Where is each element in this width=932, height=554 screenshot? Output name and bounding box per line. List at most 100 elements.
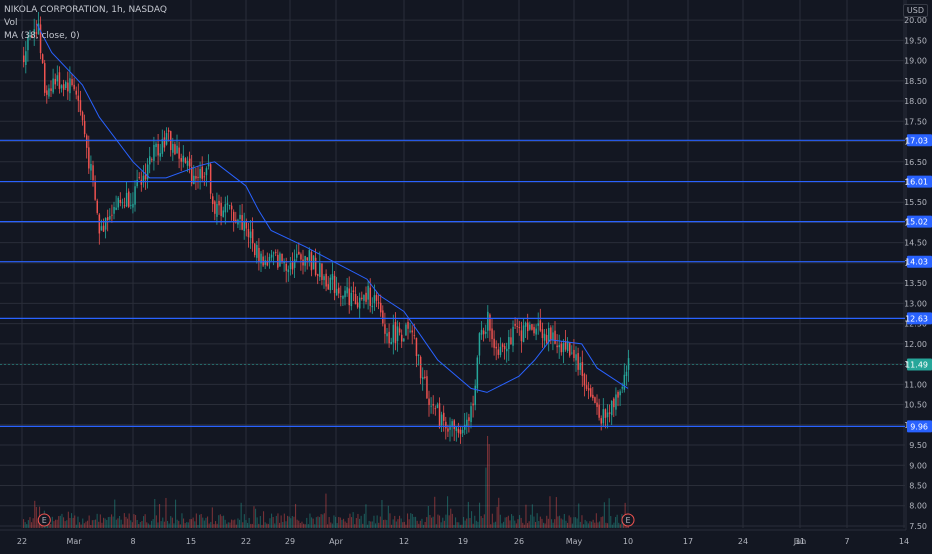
volume-bar [562,519,564,528]
candle-body [535,328,537,335]
volume-bar [435,524,437,528]
candle-body [407,321,409,329]
candle [359,292,361,319]
candle [556,334,558,354]
currency-badge[interactable]: USD [902,4,928,17]
candle [92,160,94,187]
volume-bar [319,517,321,528]
volume-bar [144,514,146,528]
candle [207,154,210,170]
volume-bar [176,519,178,528]
candle [535,324,537,341]
volume-bar [224,519,226,528]
candle-body [151,159,153,161]
candle [54,73,56,90]
candle-body [405,324,407,336]
candle [46,85,48,104]
volume-bar [563,513,565,528]
volume-bar [229,522,231,528]
volume-bar [53,521,55,528]
candle-body [67,82,69,92]
candle-body [71,79,73,85]
volume-bar [557,516,559,528]
candle-body [178,147,180,159]
volume-bar [464,520,466,528]
candle [132,192,134,214]
volume-bar [559,515,561,528]
volume-bar [387,505,389,528]
candle-body [159,153,161,157]
volume-bar [379,516,381,528]
candle-body [77,95,80,101]
candle-body [625,371,628,377]
candle [602,398,605,428]
candle-body [367,285,369,300]
candle [619,389,621,407]
candle-body [268,256,271,263]
volume-bar [205,517,207,528]
volume-bar [171,517,173,528]
volume-bar [415,516,417,528]
volume-bar [346,522,348,528]
candle-body [289,262,292,269]
candle [155,141,157,157]
volume-bar [112,516,114,528]
volume-bar [539,516,541,528]
candle [510,328,512,345]
candle-body [157,143,159,156]
candle-body [571,352,573,354]
candle-body [149,156,151,165]
candle [455,425,458,442]
candle-body [373,295,376,303]
candle-body [207,163,210,167]
volume-bar [88,515,90,528]
candle [361,291,363,301]
candle [388,323,390,348]
candle-body [222,210,224,217]
candle-body [491,328,493,340]
candle [165,127,168,146]
volume-bar [83,523,85,528]
volume-bar [165,497,167,528]
candle-body [260,253,262,264]
candle [583,372,586,397]
volume-bar [440,522,442,528]
candle-body [587,388,590,391]
volume-bar [429,515,431,528]
volume-bar [573,517,575,528]
candle [396,320,399,352]
candle-body [329,277,332,291]
volume-bar [299,523,301,528]
candle-body [499,346,502,355]
y-tick-label: 7.50 [909,522,927,531]
candle [352,281,355,302]
candle [308,247,311,267]
x-tick-label: 14 [899,537,909,546]
volume-bar [221,516,223,528]
volume-bar [293,516,295,528]
volume-bar [194,521,196,528]
candle-body [117,197,119,208]
candle [182,145,185,168]
candle [480,321,483,340]
volume-bar [455,517,457,528]
candle [321,263,323,286]
volume-bar [535,522,537,528]
candle-body [554,330,556,344]
volume-bar [338,516,340,528]
candle-body [56,75,59,82]
candle-body [619,391,621,396]
volume-bar [459,524,461,528]
y-tick-label: 19.00 [904,57,927,66]
candle-body [541,329,544,339]
candle [558,334,560,359]
candle-body [531,324,533,330]
volume-bar [29,517,31,528]
volume-bar [611,524,613,528]
volume-bar [571,523,573,528]
volume-bar [482,518,484,528]
candle [482,327,485,342]
candle-body [392,324,395,343]
